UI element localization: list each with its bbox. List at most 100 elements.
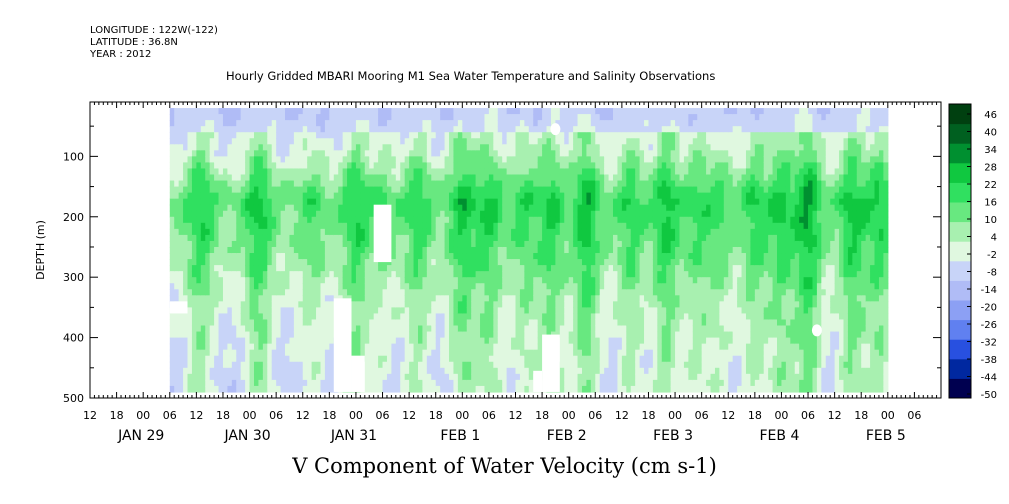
heatmap-cell: [245, 361, 251, 369]
heatmap-cell: [422, 192, 428, 200]
heatmap-cell: [280, 355, 286, 363]
heatmap-cell: [595, 283, 601, 290]
heatmap-cell: [519, 301, 525, 308]
heatmap-cell: [364, 246, 370, 254]
heatmap-cell: [444, 126, 450, 133]
heatmap-cell: [595, 349, 601, 357]
heatmap-cell: [586, 265, 592, 272]
heatmap-cell: [528, 150, 534, 157]
heatmap-cell: [515, 216, 521, 224]
heatmap-cell: [231, 168, 237, 176]
heatmap-cell: [488, 277, 494, 284]
heatmap-cell: [466, 319, 472, 327]
heatmap-cell: [537, 120, 543, 127]
heatmap-cell: [324, 114, 330, 121]
heatmap-cell: [577, 307, 583, 315]
heatmap-cell: [417, 325, 424, 333]
heatmap-cell: [466, 234, 472, 242]
heatmap-cell: [550, 162, 556, 170]
heatmap-cell: [267, 246, 273, 254]
heatmap-cell: [245, 132, 251, 139]
heatmap-cell: [316, 132, 322, 139]
heatmap-cell: [413, 361, 419, 369]
heatmap-cell: [218, 313, 224, 321]
heatmap-cell: [413, 343, 419, 351]
heatmap-cell: [298, 144, 304, 151]
heatmap-cell: [174, 168, 180, 176]
heatmap-cell: [311, 216, 317, 224]
heatmap-cell: [386, 367, 392, 375]
heatmap-cell: [302, 192, 308, 200]
heatmap-cell: [466, 186, 472, 194]
heatmap-cell: [542, 325, 548, 333]
heatmap-cell: [586, 301, 592, 308]
heatmap-cell: [298, 210, 304, 218]
heatmap-cell: [316, 373, 322, 381]
heatmap-cell: [395, 355, 401, 363]
heatmap-cell: [196, 198, 202, 206]
heatmap-cell: [542, 265, 548, 272]
heatmap-cell: [480, 253, 486, 260]
heatmap-cell: [333, 210, 339, 218]
heatmap-cell: [537, 204, 543, 212]
heatmap-cell: [395, 331, 401, 339]
heatmap-cell: [187, 246, 193, 254]
heatmap-cell: [271, 343, 277, 351]
heatmap-cell: [373, 186, 379, 194]
heatmap-cell: [577, 331, 583, 339]
heatmap-cell: [289, 144, 295, 151]
heatmap-cell: [236, 325, 242, 333]
heatmap-cell: [285, 289, 291, 296]
heatmap-cell: [253, 186, 260, 194]
heatmap-cell: [395, 198, 401, 206]
heatmap-cell: [462, 246, 468, 254]
heatmap-cell: [205, 120, 211, 127]
heatmap-cell: [320, 319, 326, 327]
heatmap-cell: [329, 295, 335, 302]
heatmap-cell: [324, 174, 330, 182]
heatmap-cell: [506, 150, 512, 157]
heatmap-cell: [324, 186, 330, 194]
heatmap-cell: [511, 240, 517, 248]
heatmap-cell: [218, 186, 224, 194]
heatmap-cell: [577, 210, 583, 218]
heatmap-cell: [471, 337, 477, 345]
heatmap-cell: [307, 210, 313, 218]
heatmap-cell: [262, 162, 268, 170]
heatmap-cell: [245, 295, 251, 302]
heatmap-cell: [293, 222, 299, 230]
heatmap-cell: [245, 343, 251, 351]
heatmap-cell: [613, 349, 619, 357]
heatmap-cell: [373, 349, 379, 357]
heatmap-cell: [621, 198, 627, 206]
heatmap-cell: [550, 283, 556, 290]
heatmap-cell: [466, 192, 472, 200]
heatmap-cell: [515, 156, 521, 164]
heatmap-cell: [608, 234, 614, 242]
heatmap-cell: [205, 234, 211, 242]
heatmap-cell: [502, 355, 508, 363]
heatmap-cell: [417, 355, 424, 363]
heatmap-cell: [542, 277, 548, 284]
heatmap-cell: [169, 361, 175, 369]
heatmap-cell: [174, 367, 180, 375]
heatmap-cell: [187, 259, 193, 266]
heatmap-cell: [595, 385, 601, 393]
heatmap-cell: [183, 367, 189, 375]
heatmap-cell: [528, 301, 534, 308]
heatmap-cell: [546, 234, 552, 242]
heatmap-cell: [519, 120, 525, 127]
heatmap-cell: [293, 379, 299, 387]
heatmap-cell: [262, 337, 268, 345]
heatmap-cell: [542, 186, 548, 194]
heatmap-cell: [630, 144, 636, 151]
heatmap-cell: [249, 343, 255, 351]
heatmap-cell: [382, 162, 388, 170]
heatmap-cell: [475, 156, 481, 164]
heatmap-cell: [316, 337, 322, 345]
heatmap-cell: [369, 174, 375, 182]
heatmap-cell: [617, 331, 623, 339]
heatmap-cell: [253, 150, 260, 157]
heatmap-cell: [196, 319, 202, 327]
heatmap-cell: [249, 144, 255, 151]
